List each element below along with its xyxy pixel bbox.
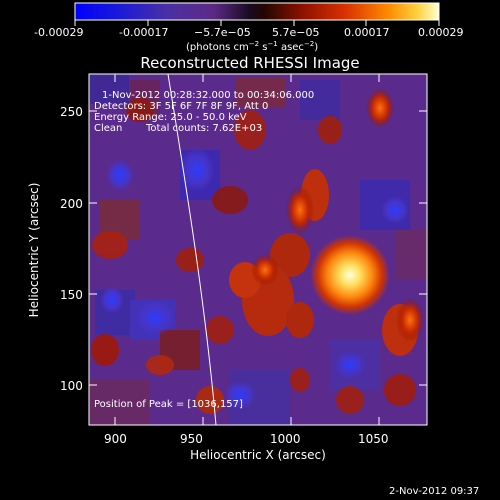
colorbar-tick-label: −5.7e−05 — [194, 26, 251, 39]
y-axis-ticks — [89, 110, 427, 386]
x-tick-label: 1050 — [358, 432, 389, 446]
y-axis-label: Heliocentric Y (arcsec) — [27, 183, 41, 318]
colorbar-tick-label: -0.00029 — [34, 26, 83, 39]
peak-position: Position of Peak = [1036,157] — [94, 399, 243, 410]
colorbar-unit: (photons cm−2 s−1 asec−2) — [186, 40, 318, 53]
x-tick-label: 1000 — [270, 432, 301, 446]
solar-limb — [167, 74, 217, 425]
colorbar — [74, 2, 440, 21]
y-tick-label: 250 — [60, 105, 83, 119]
x-tick-label: 900 — [104, 432, 127, 446]
observation-time: 1-Nov-2012 00:28:32.000 to 00:34:06.000 — [102, 90, 314, 101]
generation-date: 2-Nov-2012 09:37 — [389, 486, 479, 497]
plot-title: Reconstructed RHESSI Image — [140, 54, 359, 72]
energy-range: Energy Range: 25.0 - 50.0 keV — [94, 112, 247, 123]
colorbar-ticks — [74, 20, 440, 26]
plot-frame — [88, 73, 428, 426]
y-tick-label: 100 — [60, 379, 83, 393]
detectors-info: Detectors: 3F 5F 6F 7F 8F 9F, Att 0 — [94, 101, 268, 112]
x-axis-label: Heliocentric X (arcsec) — [190, 448, 326, 462]
clean-method: Clean — [94, 123, 122, 134]
x-axis-ticks — [114, 74, 380, 425]
colorbar-tick-label: -0.00017 — [119, 26, 168, 39]
colorbar-tick-label: 0.00017 — [344, 26, 390, 39]
y-tick-label: 200 — [60, 197, 83, 211]
y-tick-label: 150 — [60, 288, 83, 302]
colorbar-tick-label: 0.00029 — [418, 26, 464, 39]
x-tick-label: 950 — [180, 432, 203, 446]
rhessi-image — [89, 74, 427, 425]
total-counts: Total counts: 7.62E+03 — [145, 123, 262, 134]
colorbar-tick-label: 5.7e−05 — [272, 26, 319, 39]
